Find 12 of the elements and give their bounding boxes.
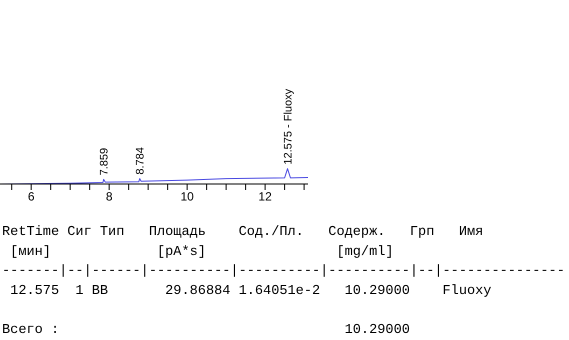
text: 12.575 1 BB 29.86884 1.64051e-2 10.29000 Fluoxy	[9, 282, 492, 300]
annotation: 12.575 - Fluoxy	[282, 88, 295, 165]
text: -------|--|------|----------|----------|----------|--|---------------	[2, 263, 565, 281]
text: Всего : 10.29000	[2, 322, 411, 340]
x-tick-label: 12	[258, 190, 272, 204]
annotation: 8.784	[134, 147, 147, 175]
x-tick-label: 10	[180, 190, 194, 204]
x-tick-label: 6	[28, 190, 35, 204]
text: [мин] [pA*s] [mg/ml]	[9, 244, 395, 262]
text: RetTime Сиг Тип Площадь Сод./Пл. Содерж. Грп Имя	[2, 224, 484, 242]
x-tick-label: 8	[106, 190, 113, 204]
annotation: 7.859	[98, 148, 111, 176]
